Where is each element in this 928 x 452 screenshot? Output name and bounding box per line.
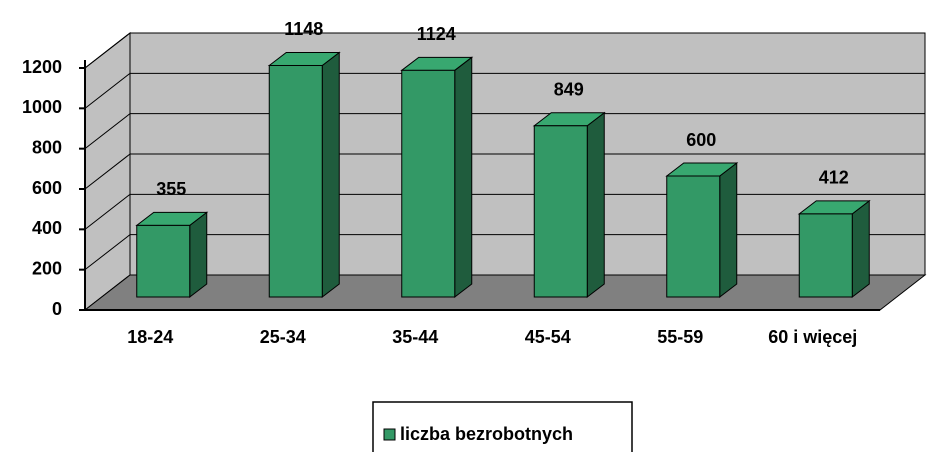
bar xyxy=(401,69,456,298)
bar-side xyxy=(851,199,870,299)
grid-line xyxy=(84,234,925,271)
value-label: 355 xyxy=(156,179,186,199)
value-label: 1148 xyxy=(284,19,323,39)
bar-side xyxy=(321,51,340,299)
y-tick-label: 200 xyxy=(32,258,62,278)
legend-label: liczba bezrobotnych xyxy=(400,424,573,444)
bar-side xyxy=(586,111,605,299)
grid xyxy=(84,32,925,271)
bar xyxy=(268,64,323,298)
y-tick-label: 800 xyxy=(32,137,62,157)
grid-line xyxy=(84,32,925,69)
value-label: 412 xyxy=(819,168,849,188)
bar-side xyxy=(454,56,473,299)
value-label: 849 xyxy=(554,80,584,100)
value-label: 1124 xyxy=(417,24,456,44)
bar xyxy=(533,125,588,298)
x-tick-label: 25-34 xyxy=(260,327,306,347)
x-tick-label: 55-59 xyxy=(657,327,703,347)
bar-side xyxy=(719,161,738,299)
grid-line xyxy=(84,193,925,230)
y-tick-label: 1200 xyxy=(22,57,62,77)
y-tick-label: 600 xyxy=(32,178,62,198)
bar xyxy=(666,175,721,298)
grid-line xyxy=(84,153,925,190)
bars xyxy=(135,51,871,299)
y-tick-label: 0 xyxy=(52,299,62,319)
y-tick-label: 1000 xyxy=(22,97,62,117)
x-tick-label: 45-54 xyxy=(525,327,571,347)
bar xyxy=(798,213,853,298)
legend-marker xyxy=(383,428,396,441)
bar-side xyxy=(189,211,208,299)
x-tick-label: 35-44 xyxy=(392,327,438,347)
x-tick-label: 18-24 xyxy=(127,327,173,347)
grid-line xyxy=(84,72,925,109)
y-tick-label: 400 xyxy=(32,218,62,238)
value-label: 600 xyxy=(686,130,716,150)
bar xyxy=(136,224,191,298)
legend xyxy=(372,401,633,452)
x-tick-label: 60 i więcej xyxy=(768,327,857,347)
grid-line xyxy=(84,113,925,150)
